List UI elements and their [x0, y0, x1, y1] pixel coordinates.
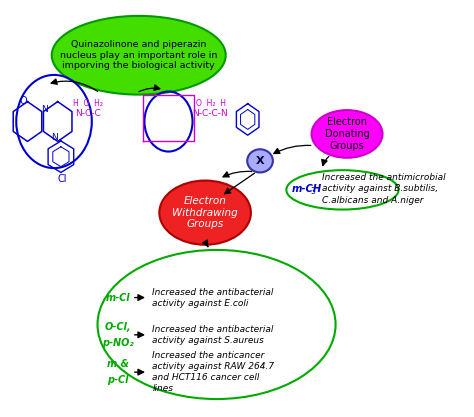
Text: O  H₂  H: O H₂ H: [196, 99, 226, 108]
Text: m-CH: m-CH: [292, 183, 322, 193]
Ellipse shape: [247, 149, 273, 173]
Text: N-C-C: N-C-C: [75, 109, 101, 118]
Text: H  O  H₂: H O H₂: [73, 99, 103, 108]
Text: N: N: [51, 133, 57, 142]
Text: Quinazolinone and piperazin
nucleus play an important role in
imporving the biol: Quinazolinone and piperazin nucleus play…: [60, 40, 218, 70]
Text: O: O: [19, 96, 27, 106]
Text: N-C-C-N: N-C-C-N: [192, 109, 228, 118]
Text: Cl: Cl: [57, 173, 66, 183]
Text: Increased the antimicrobial
activity against B.subtilis,
C.albicans and A.niger: Increased the antimicrobial activity aga…: [322, 173, 446, 205]
Text: p-Cl: p-Cl: [108, 375, 129, 385]
Text: 3: 3: [310, 187, 315, 196]
Ellipse shape: [98, 250, 336, 399]
Ellipse shape: [159, 181, 251, 245]
Text: Electron
Donating
Groups: Electron Donating Groups: [325, 117, 369, 151]
Text: m-Cl: m-Cl: [106, 293, 130, 303]
Ellipse shape: [311, 110, 383, 158]
Text: p-NO₂: p-NO₂: [102, 338, 134, 348]
Text: Increased the antibacterial
activity against S.aureus: Increased the antibacterial activity aga…: [153, 325, 274, 345]
Text: m &: m &: [107, 359, 129, 369]
Text: N: N: [42, 105, 48, 113]
Text: Increased the antibacterial
activity against E.coli: Increased the antibacterial activity aga…: [153, 287, 274, 308]
Text: X: X: [256, 156, 264, 166]
Text: Increased the anticancer
activity against RAW 264.7
and HCT116 cancer cell
lines: Increased the anticancer activity agains…: [153, 351, 274, 393]
Text: Electron
Withdrawing
Groups: Electron Withdrawing Groups: [172, 196, 238, 229]
Ellipse shape: [52, 16, 226, 95]
Text: O-Cl,: O-Cl,: [105, 322, 131, 332]
Ellipse shape: [286, 170, 399, 209]
